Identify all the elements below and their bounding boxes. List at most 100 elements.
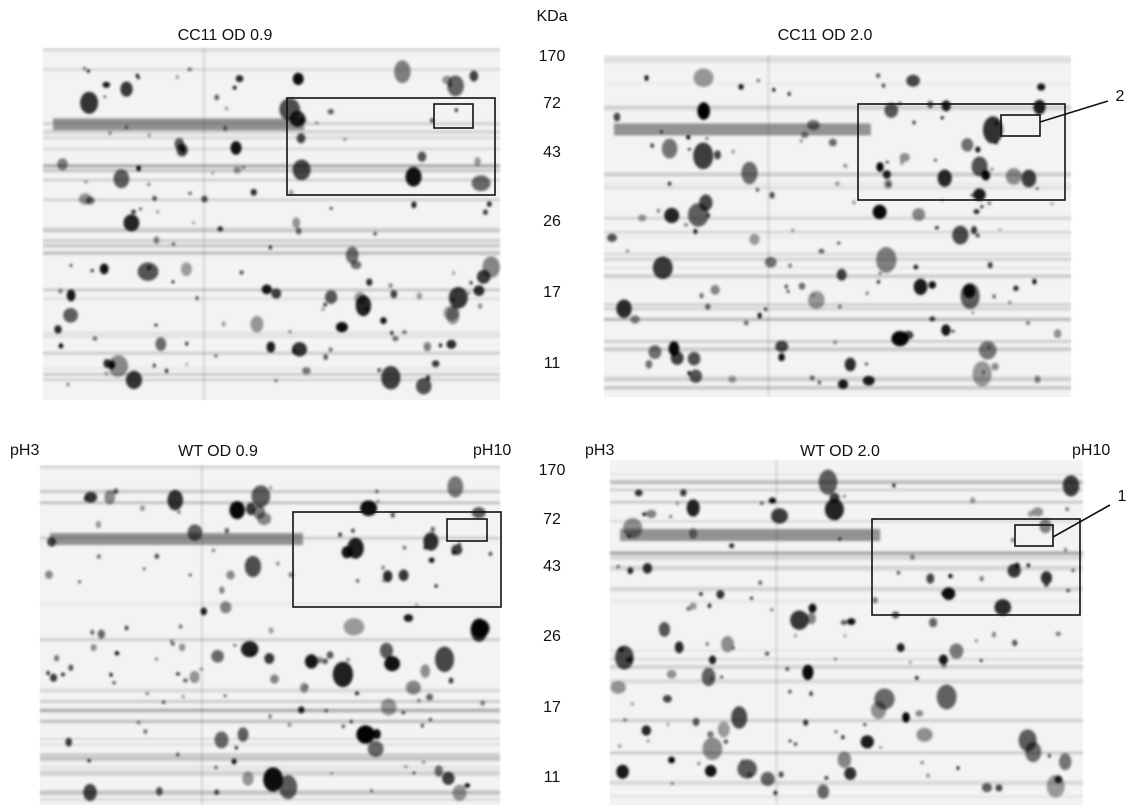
gel-spot [195, 296, 199, 301]
gel-spot [237, 727, 249, 742]
gel-spot [882, 170, 891, 179]
gel-streak [604, 346, 1071, 350]
gel-spot [1005, 168, 1022, 185]
mw-marker: 43 [543, 144, 561, 161]
gel-spot [482, 209, 488, 215]
gel-spot [772, 87, 776, 92]
gel-spot [124, 625, 129, 631]
gel-streak [604, 348, 1071, 352]
gel-spot [95, 520, 102, 529]
gel-spot [474, 157, 481, 167]
gel-spot [317, 656, 323, 664]
gel-spot [769, 191, 775, 199]
gel-spot [152, 195, 157, 202]
gel-spot [634, 489, 643, 497]
gel-spot [181, 694, 185, 699]
gel-spot [222, 125, 228, 131]
gel-spot [705, 642, 709, 646]
gel-spot [837, 379, 849, 390]
gel-streak [610, 665, 1083, 669]
gel-spot [941, 100, 951, 112]
gel-spot [482, 256, 500, 278]
mw-marker: 11 [544, 769, 561, 786]
gel-spot [338, 532, 342, 537]
gel-background [610, 460, 1083, 805]
gel-spot [913, 278, 928, 295]
gel-spot [180, 262, 192, 276]
gel-spot [1032, 507, 1044, 517]
mw-marker: 72 [543, 511, 561, 528]
gel-spot [699, 292, 704, 299]
gel-spot [63, 307, 79, 323]
gel-spot [952, 225, 969, 245]
ph-label: pH10 [1072, 442, 1110, 459]
gel [610, 460, 1083, 805]
callout-line [1052, 504, 1111, 538]
gel-spot [992, 294, 996, 299]
gel-spot [470, 619, 490, 638]
gel-spot [162, 700, 166, 704]
gel-streak [40, 602, 500, 606]
gel-spot [377, 368, 382, 373]
gel-streak [604, 216, 1071, 220]
gel-spot [136, 720, 141, 725]
gel-spot [801, 131, 809, 139]
gel-streak [40, 638, 500, 641]
gel-spot [229, 501, 245, 520]
gel-spot [103, 358, 111, 368]
gel-spot [717, 721, 730, 738]
gel-spot [912, 208, 926, 221]
gel-spot [975, 233, 980, 238]
gel-spot [731, 646, 736, 650]
gel-spot [1040, 571, 1053, 585]
gel-spot [379, 642, 394, 659]
gel-spot [90, 269, 94, 273]
gel-spot [908, 661, 912, 664]
gel-spot [1025, 741, 1042, 763]
gel-spot [420, 723, 424, 728]
gel-streak [604, 378, 1071, 382]
gel-spot [758, 580, 762, 585]
gel-spot [185, 341, 189, 346]
gel-spot [54, 325, 62, 334]
gel-spot [104, 490, 116, 505]
gel-features [43, 48, 500, 400]
gel-spot [933, 158, 938, 162]
gel-spot [926, 773, 930, 778]
gel-spot [1062, 475, 1080, 497]
gel-spot [428, 718, 432, 722]
gel-spot [737, 759, 757, 779]
gel-spot [332, 661, 354, 688]
gel-spot [467, 291, 471, 295]
gel-spot [217, 226, 224, 232]
gel-spot [239, 270, 244, 275]
gel-streak [604, 186, 1071, 190]
gel-spot [675, 501, 679, 506]
gel-spot [135, 73, 139, 78]
gel-spot [1025, 321, 1030, 325]
gel-spot [84, 180, 88, 184]
gel-spot [716, 590, 725, 599]
gel-spot [806, 612, 817, 625]
gel-spot [452, 784, 467, 801]
gel-spot [951, 329, 955, 333]
gel-spot [423, 532, 439, 551]
gel-spot [650, 143, 655, 148]
gel-spot [183, 678, 188, 683]
gel-spot [616, 764, 629, 779]
gel-spot [46, 537, 57, 547]
gel-spot [171, 242, 176, 246]
gel-spot [431, 360, 440, 368]
gel-spot [862, 375, 875, 386]
gel-spot [738, 84, 744, 90]
gel-streak [43, 351, 500, 355]
gel-streak [43, 239, 500, 243]
gel-spot [323, 302, 327, 307]
gel-spot [790, 610, 809, 630]
gel-spot [268, 714, 272, 719]
gel-spot [315, 121, 319, 125]
gel-spot [360, 500, 378, 517]
gel-spot [987, 261, 993, 269]
gel-spot [170, 639, 174, 643]
gel-spot [1013, 285, 1019, 292]
